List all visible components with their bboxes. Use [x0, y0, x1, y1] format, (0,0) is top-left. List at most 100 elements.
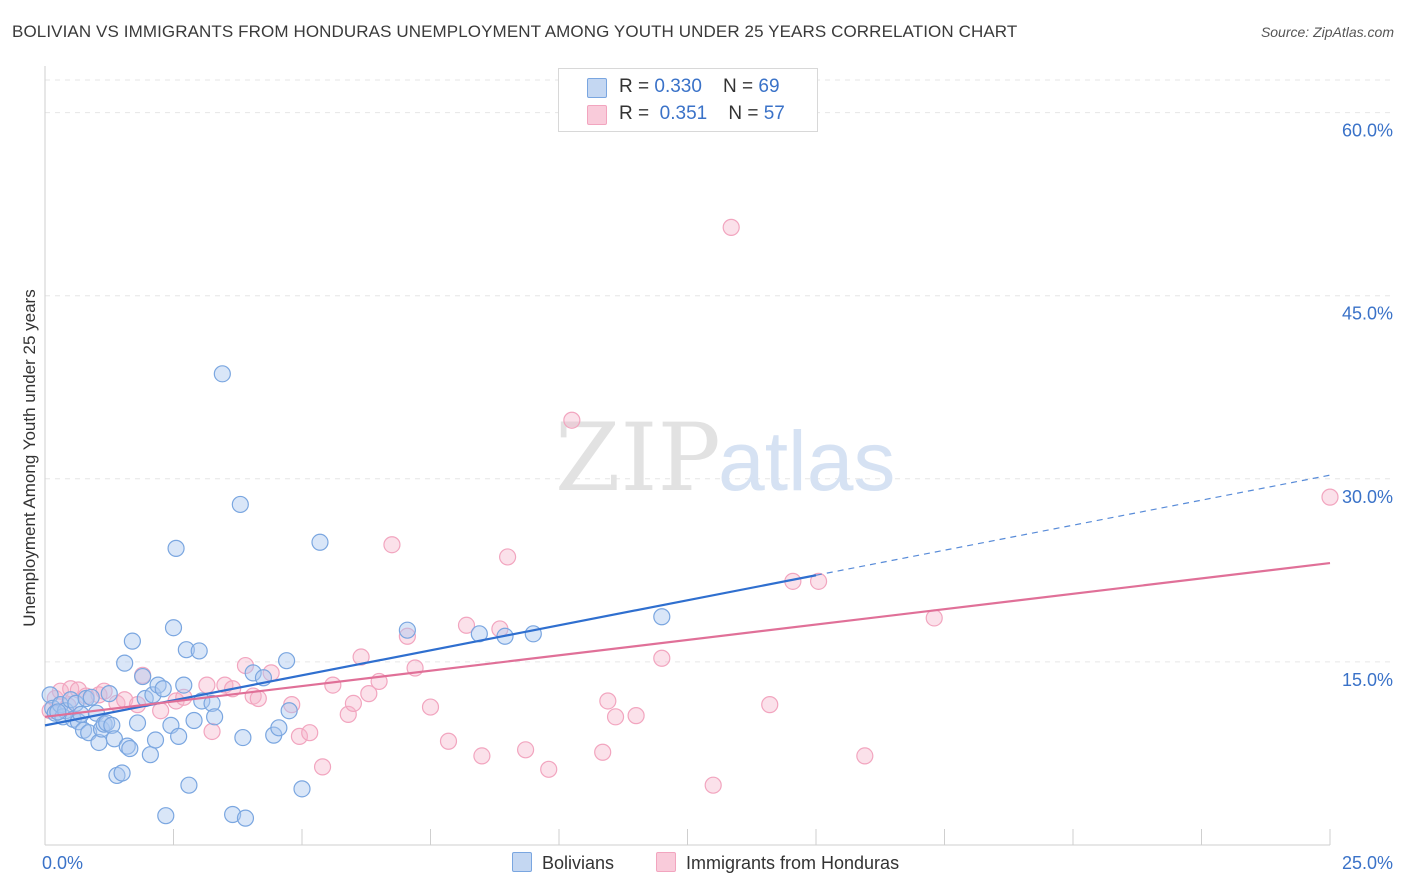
bolivians-point: [270, 719, 288, 737]
bottom-legend-label: Bolivians: [542, 853, 615, 873]
bolivians-point: [103, 716, 121, 734]
bolivians-point: [67, 694, 85, 713]
honduras-point: [925, 609, 943, 627]
bolivians-point: [128, 714, 147, 732]
legend-n-label: N =: [728, 103, 764, 124]
chart-title: BOLIVIAN VS IMMIGRANTS FROM HONDURAS UNE…: [12, 22, 1018, 41]
series-bolivians-points: [41, 365, 671, 827]
bolivians-point: [82, 688, 100, 706]
bolivians-point: [105, 730, 123, 748]
honduras-point: [339, 705, 357, 723]
legend-r-label: R =: [619, 76, 655, 97]
bolivians-point: [180, 776, 198, 794]
bolivians-point: [154, 680, 172, 698]
honduras-point: [398, 627, 416, 645]
bolivians-point: [157, 807, 175, 825]
honduras-point: [704, 776, 722, 794]
bolivians-point: [234, 728, 252, 747]
bolivians-point: [213, 365, 231, 383]
bottom-legend-swatch-pink: [656, 852, 676, 872]
axes: [44, 66, 1331, 846]
honduras-point: [809, 572, 828, 590]
bolivians-point: [311, 533, 329, 551]
bolivians-point: [123, 632, 141, 650]
honduras-point: [540, 760, 558, 778]
bolivians-point: [175, 676, 193, 694]
source-label: Source: ZipAtlas.com: [1260, 24, 1394, 40]
honduras-point: [499, 548, 517, 566]
bolivians-point: [244, 664, 262, 682]
legend-n-value: 69: [758, 76, 780, 97]
honduras-point: [344, 694, 362, 713]
correlation-legend: R = 0.330 N = 69 R = 0.351 N = 57: [558, 68, 818, 132]
y-tick-label: 60.0%: [1342, 121, 1393, 141]
honduras-point: [516, 741, 535, 759]
honduras-point: [203, 722, 221, 741]
honduras-point: [198, 676, 216, 694]
bolivians-point: [146, 731, 165, 749]
honduras-point: [473, 747, 491, 765]
bolivians-point: [277, 652, 296, 670]
bolivians-point: [293, 780, 311, 798]
legend-r-value: 0.330: [654, 76, 702, 97]
honduras-point: [457, 616, 476, 634]
honduras-point: [152, 702, 170, 720]
honduras-point: [606, 708, 625, 726]
bottom-legend-swatch-blue: [512, 852, 532, 872]
honduras-point: [383, 536, 401, 554]
tick-labels: 15.0% 30.0% 45.0% 60.0% 0.0% 25.0%: [42, 121, 1393, 873]
bolivians-point: [118, 737, 136, 755]
y-tick-label: 15.0%: [1342, 670, 1393, 690]
bolivians-point: [177, 641, 195, 659]
legend-n-value: 57: [763, 103, 785, 124]
bolivians-point: [190, 642, 208, 660]
bolivians-point: [231, 495, 249, 514]
honduras-point: [653, 649, 671, 667]
honduras-point: [722, 218, 740, 236]
honduras-point: [627, 707, 645, 725]
y-tick-label: 45.0%: [1342, 304, 1393, 324]
grid-lines: [45, 79, 1390, 663]
honduras-point: [563, 411, 581, 429]
y-axis-label: Unemployment Among Youth under 25 years: [20, 289, 39, 627]
honduras-point: [599, 692, 617, 710]
honduras-point: [594, 743, 612, 761]
trend-lines: [44, 474, 1331, 727]
honduras-point: [761, 696, 779, 714]
honduras-point: [290, 727, 309, 745]
legend-swatch-blue: [587, 78, 607, 98]
legend-n-label: N =: [723, 76, 759, 97]
bolivians-point: [203, 694, 221, 713]
bolivians-point: [141, 746, 159, 764]
bolivians-point: [116, 654, 134, 672]
honduras-point: [360, 685, 378, 703]
bolivians-point: [167, 539, 185, 557]
y-tick-label: 30.0%: [1342, 487, 1393, 507]
honduras-trend-line: [44, 561, 1331, 718]
honduras-point: [1321, 488, 1339, 506]
bolivians-point: [206, 708, 224, 726]
honduras-point: [856, 747, 874, 765]
bolivians-point: [236, 809, 255, 827]
legend-r-label: R =: [619, 103, 655, 124]
bolivians-point: [170, 727, 188, 745]
legend-swatch-pink: [587, 105, 607, 125]
honduras-point: [352, 648, 370, 666]
watermark-atlas: atlas: [718, 414, 895, 508]
bolivians-point: [121, 739, 139, 758]
honduras-point: [313, 758, 332, 776]
bolivians-point: [49, 703, 67, 721]
bottom-legend-honduras: Immigrants from Honduras: [656, 852, 899, 874]
legend-r-value: 0.351: [659, 103, 708, 124]
bottom-legend-label: Immigrants from Honduras: [686, 853, 900, 873]
honduras-point: [439, 732, 458, 750]
bolivians-point: [164, 619, 183, 637]
bolivians-point: [185, 711, 203, 730]
bolivians-point: [280, 702, 298, 720]
honduras-point: [301, 724, 319, 742]
honduras-point: [421, 698, 440, 716]
honduras-point: [324, 676, 342, 694]
x-tick-label: 0.0%: [42, 853, 83, 873]
watermark-zip: ZIP: [555, 404, 721, 513]
